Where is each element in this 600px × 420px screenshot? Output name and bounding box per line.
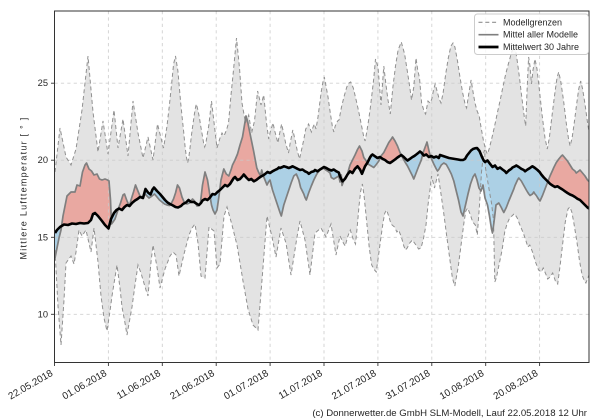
- svg-text:Mittel aller Modelle: Mittel aller Modelle: [503, 30, 578, 40]
- svg-text:20: 20: [38, 155, 48, 165]
- svg-text:10: 10: [38, 309, 48, 319]
- svg-text:Modellgrenzen: Modellgrenzen: [503, 17, 562, 27]
- svg-text:(c) Donnerwetter.de GmbH SLM-M: (c) Donnerwetter.de GmbH SLM-Modell, Lau…: [312, 408, 587, 419]
- svg-text:15: 15: [38, 232, 48, 242]
- svg-text:Mittlere Lufttemperatur [ ° ]: Mittlere Lufttemperatur [ ° ]: [19, 117, 29, 260]
- svg-text:25: 25: [38, 78, 48, 88]
- svg-text:Mittelwert 30 Jahre: Mittelwert 30 Jahre: [503, 42, 579, 52]
